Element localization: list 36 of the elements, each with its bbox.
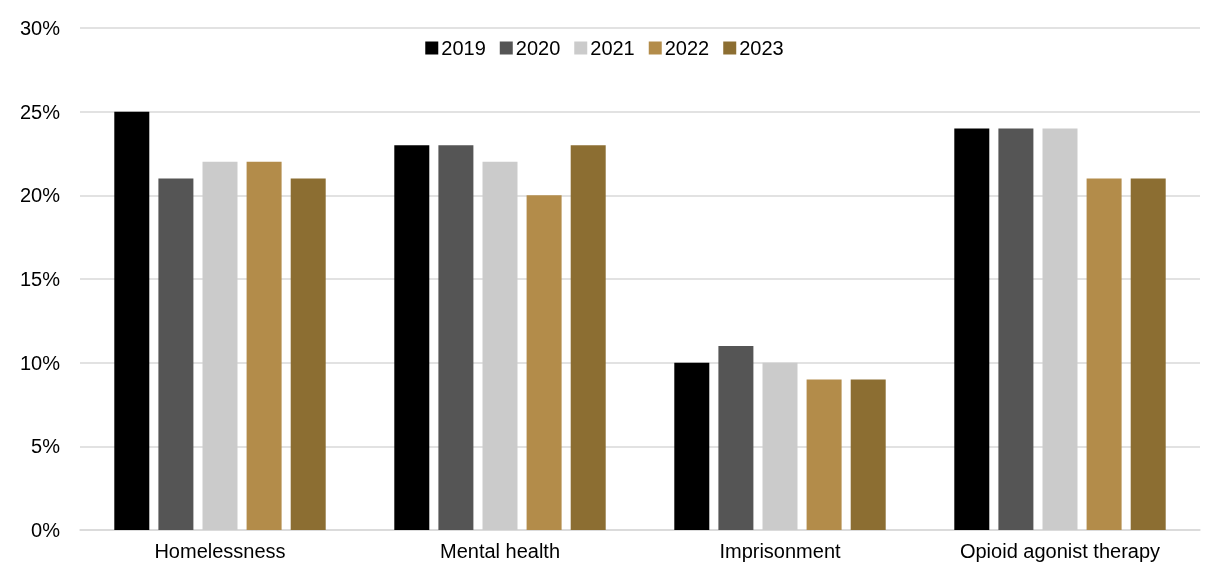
bar <box>482 161 518 530</box>
y-tick-label: 25% <box>19 100 61 123</box>
legend-label: 2019 <box>441 37 486 59</box>
bar <box>674 362 710 530</box>
bar <box>806 379 842 530</box>
y-tick-label: 0% <box>31 519 61 541</box>
bar <box>1130 178 1166 530</box>
bar <box>850 379 886 530</box>
bar <box>394 145 430 530</box>
legend-label: 2023 <box>739 37 784 59</box>
bar <box>202 161 238 530</box>
y-tick-label: 30% <box>19 17 61 39</box>
bar <box>290 178 326 530</box>
y-tick-label: 15% <box>19 268 61 290</box>
bar <box>718 345 754 530</box>
bar <box>570 145 606 530</box>
x-tick-label: Imprisonment <box>719 540 842 562</box>
legend-label: 2022 <box>664 37 710 59</box>
bar <box>438 145 474 530</box>
bar <box>114 111 150 530</box>
y-tick-label: 5% <box>31 435 61 458</box>
bar <box>762 362 798 530</box>
bar <box>1042 128 1078 530</box>
y-tick-label: 20% <box>19 184 61 207</box>
x-tick-label: Homelessness <box>154 540 286 562</box>
bar <box>246 161 282 530</box>
bar <box>954 128 990 530</box>
bar <box>998 128 1034 530</box>
x-tick-label: Opioid agonist therapy <box>959 540 1161 562</box>
bar <box>1086 178 1122 530</box>
bar <box>526 195 562 530</box>
x-tick-label: Mental health <box>439 540 561 562</box>
y-tick-label: 10% <box>19 351 61 374</box>
bar <box>158 178 194 530</box>
legend-label: 2021 <box>590 37 635 59</box>
legend-label: 2020 <box>515 37 561 59</box>
